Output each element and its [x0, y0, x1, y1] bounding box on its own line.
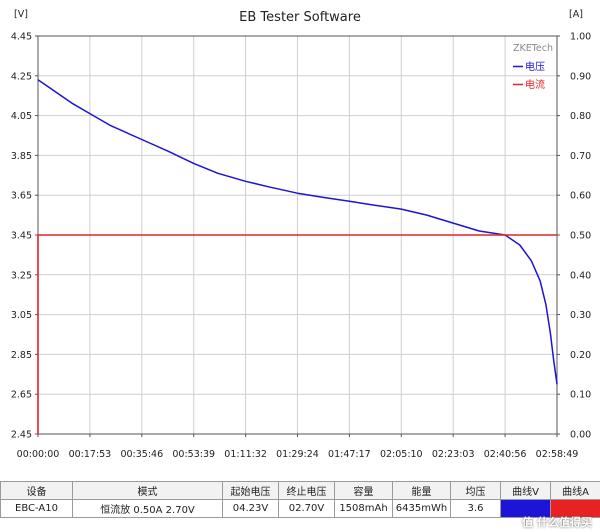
left-tick-label: 3.45	[11, 231, 32, 242]
left-tick-label: 2.65	[11, 390, 32, 401]
x-tick-label: 01:11:32	[224, 449, 267, 460]
avg-voltage-value: 3.6	[450, 499, 501, 518]
header-curve-a[interactable]: 曲线A	[550, 481, 600, 500]
left-tick-label: 4.05	[11, 111, 32, 122]
left-tick-label: 2.85	[11, 350, 32, 361]
x-tick-label: 00:53:39	[172, 449, 215, 460]
chart-title: EB Tester Software	[239, 10, 361, 25]
x-tick-label: 02:58:49	[536, 449, 579, 460]
x-tick-label: 01:47:17	[328, 449, 371, 460]
right-tick-label: 0.60	[570, 191, 591, 202]
energy-value: 6435mWh	[392, 499, 451, 518]
current-series-line	[37, 234, 557, 434]
capacity-value: 1508mAh	[334, 499, 393, 518]
voltage-series-line	[37, 79, 558, 385]
series-layer	[37, 79, 558, 434]
left-tick-label: 3.25	[11, 270, 32, 281]
header-device: 设备	[0, 481, 73, 500]
left-tick-label: 3.85	[11, 151, 32, 162]
header-energy: 能量	[392, 481, 451, 500]
curve-a-color-toggle[interactable]	[550, 499, 600, 518]
right-tick-label: 0.50	[570, 231, 591, 242]
left-tick-label: 4.45	[11, 32, 32, 43]
right-tick-label: 0.40	[570, 270, 591, 281]
voltage-current-chart: EB Tester Software [V] [A] 4.45 4.25 4.05 3…	[11, 9, 591, 461]
x-tick-label: 02:40:56	[484, 449, 527, 460]
header-mode: 模式	[72, 481, 223, 500]
legend-voltage-label: 电压	[525, 60, 545, 73]
right-tick-label: 0.10	[570, 390, 591, 401]
left-tick-label: 2.45	[11, 430, 32, 441]
watermark-logo: 值 什么值得买	[522, 516, 592, 529]
status-table: 设备 模式 起始电压 终止电压 容量 能量 均压 曲线V 曲线A EBC-A10…	[0, 481, 600, 518]
header-curve-v[interactable]: 曲线V	[500, 481, 551, 500]
x-tick-label: 00:00:00	[17, 449, 60, 460]
right-tick-label: 0.70	[570, 151, 591, 162]
end-voltage-value: 02.70V	[278, 499, 335, 518]
left-tick-label: 3.65	[11, 191, 32, 202]
right-tick-label: 0.80	[570, 111, 591, 122]
axis-ticks: 4.45 4.25 4.05 3.85 3.65 3.45 3.25 3.05 2.85 2.65…	[11, 32, 591, 461]
left-tick-label: 3.05	[11, 310, 32, 321]
status-value-row: EBC-A10 恒流放 0.50A 2.70V 04.23V 02.70V 15…	[0, 499, 600, 518]
right-tick-label: 0.90	[570, 71, 591, 82]
x-tick-label: 02:23:03	[432, 449, 475, 460]
right-tick-label: 0.00	[570, 430, 591, 441]
legend-current-label: 电流	[525, 78, 545, 91]
right-tick-label: 0.20	[570, 350, 591, 361]
header-avg-voltage: 均压	[450, 481, 501, 500]
x-tick-label: 00:17:53	[69, 449, 112, 460]
x-tick-label: 01:29:24	[276, 449, 319, 460]
start-voltage-value: 04.23V	[222, 499, 279, 518]
left-axis-unit: [V]	[14, 9, 28, 20]
right-axis-unit: [A]	[569, 9, 583, 20]
right-tick-label: 1.00	[570, 32, 591, 43]
brand-label: ZKETech	[513, 43, 553, 54]
left-tick-label: 4.25	[11, 71, 32, 82]
curve-v-color-toggle[interactable]	[500, 499, 551, 518]
device-value: EBC-A10	[0, 499, 73, 518]
mode-value: 恒流放 0.50A 2.70V	[72, 499, 223, 518]
x-tick-label: 02:05:10	[380, 449, 423, 460]
right-tick-label: 0.30	[570, 310, 591, 321]
header-capacity: 容量	[334, 481, 393, 500]
status-header-row: 设备 模式 起始电压 终止电压 容量 能量 均压 曲线V 曲线A	[0, 481, 600, 500]
header-start-voltage: 起始电压	[222, 481, 279, 500]
x-tick-label: 00:35:46	[120, 449, 163, 460]
header-end-voltage: 终止电压	[278, 481, 335, 500]
chart-area: EB Tester Software [V] [A] 4.45 4.25 4.05 3…	[11, 9, 591, 461]
